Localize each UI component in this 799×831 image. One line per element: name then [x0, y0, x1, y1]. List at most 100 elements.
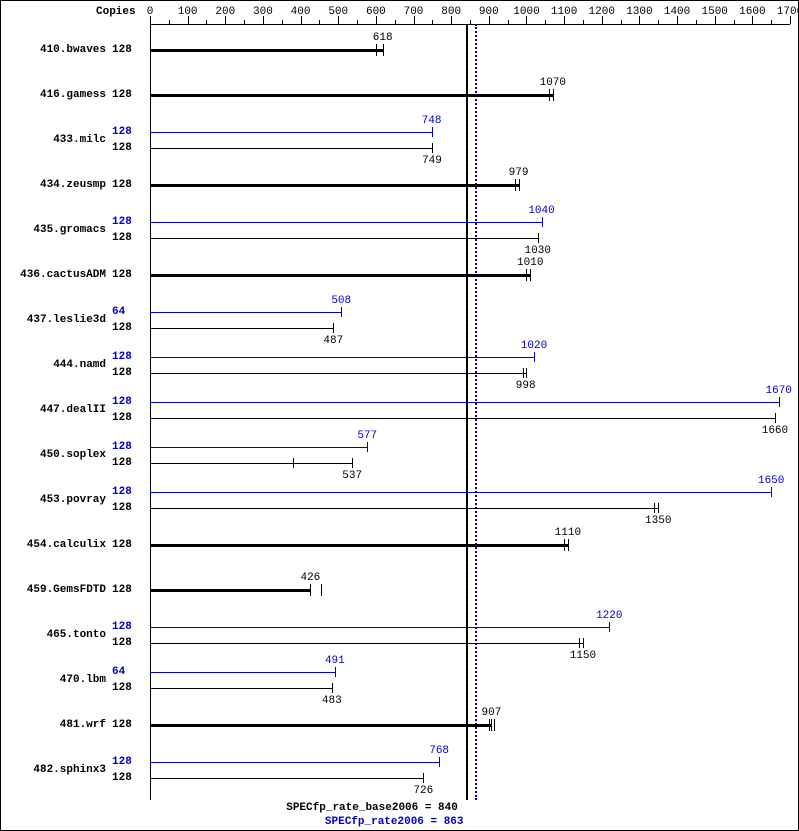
- val-base-436.cactusADM: 1010: [517, 257, 543, 269]
- axis-tick-300: 300: [253, 6, 273, 18]
- val-base-450.soplex: 537: [342, 470, 362, 482]
- axis-tick-200: 200: [215, 6, 235, 18]
- bench-416.gamess: 416.gamess: [0, 89, 106, 101]
- copies-base-410.bwaves: 128: [112, 44, 132, 56]
- axis-tick-700: 700: [404, 6, 424, 18]
- bar-peak-444.namd: [150, 357, 534, 358]
- bench-454.calculix: 454.calculix: [0, 539, 106, 551]
- bar-base-450.soplex: [150, 463, 352, 464]
- bar-peak-470.lbm: [150, 672, 335, 673]
- copies-base-470.lbm: 128: [112, 682, 132, 694]
- bench-436.cactusADM: 436.cactusADM: [0, 269, 106, 281]
- bench-481.wrf: 481.wrf: [0, 719, 106, 731]
- copies-base-482.sphinx3: 128: [112, 772, 132, 784]
- bar-base-434.zeusmp: [150, 184, 519, 187]
- bench-444.namd: 444.namd: [0, 359, 106, 371]
- axis-tick-1300: 1300: [626, 6, 652, 18]
- copies-base-459.GemsFDTD: 128: [112, 584, 132, 596]
- val-peak-447.dealII: 1670: [766, 385, 792, 397]
- val-base-410.bwaves: 618: [373, 32, 393, 44]
- val-peak-470.lbm: 491: [325, 655, 345, 667]
- bar-base-435.gromacs: [150, 238, 538, 239]
- axis-tick-1600: 1600: [739, 6, 765, 18]
- bench-470.lbm: 470.lbm: [0, 674, 106, 686]
- val-base-447.dealII: 1660: [762, 425, 788, 437]
- val-base-433.milc: 749: [422, 155, 442, 167]
- copies-peak-437.leslie3d: 64: [112, 306, 125, 318]
- bar-peak-447.dealII: [150, 402, 779, 403]
- copies-peak-435.gromacs: 128: [112, 216, 132, 228]
- copies-base-433.milc: 128: [112, 142, 132, 154]
- bar-base-447.dealII: [150, 418, 775, 419]
- axis-tick-1000: 1000: [513, 6, 539, 18]
- copies-base-454.calculix: 128: [112, 539, 132, 551]
- bar-base-454.calculix: [150, 544, 568, 547]
- copies-peak-482.sphinx3: 128: [112, 756, 132, 768]
- bar-base-465.tonto: [150, 643, 583, 644]
- val-peak-444.namd: 1020: [521, 340, 547, 352]
- val-base-434.zeusmp: 979: [509, 167, 529, 179]
- bench-465.tonto: 465.tonto: [0, 629, 106, 641]
- bar-peak-450.soplex: [150, 447, 367, 448]
- copies-peak-447.dealII: 128: [112, 396, 132, 408]
- bench-437.leslie3d: 437.leslie3d: [0, 314, 106, 326]
- bench-459.GemsFDTD: 459.GemsFDTD: [0, 584, 106, 596]
- bar-base-481.wrf: [150, 724, 491, 727]
- bar-base-410.bwaves: [150, 49, 383, 52]
- copies-peak-450.soplex: 128: [112, 441, 132, 453]
- bench-482.sphinx3: 482.sphinx3: [0, 764, 106, 776]
- bar-peak-433.milc: [150, 132, 432, 133]
- bench-447.dealII: 447.dealII: [0, 404, 106, 416]
- copies-base-437.leslie3d: 128: [112, 322, 132, 334]
- axis-tick-0: 0: [147, 6, 154, 18]
- axis-tick-1400: 1400: [664, 6, 690, 18]
- val-base-454.calculix: 1110: [555, 527, 581, 539]
- axis-title-copies: Copies: [96, 6, 136, 18]
- val-base-481.wrf: 907: [482, 707, 502, 719]
- bar-base-470.lbm: [150, 688, 332, 689]
- val-peak-453.povray: 1650: [758, 475, 784, 487]
- val-peak-435.gromacs: 1040: [528, 205, 554, 217]
- ref-label-peak: SPECfp_rate2006 = 863: [325, 816, 464, 828]
- val-base-465.tonto: 1150: [570, 650, 596, 662]
- val-peak-437.leslie3d: 508: [331, 295, 351, 307]
- bar-peak-435.gromacs: [150, 222, 542, 223]
- val-peak-465.tonto: 1220: [596, 610, 622, 622]
- copies-peak-453.povray: 128: [112, 486, 132, 498]
- bench-453.povray: 453.povray: [0, 494, 106, 506]
- copies-peak-433.milc: 128: [112, 126, 132, 138]
- val-base-459.GemsFDTD: 426: [300, 572, 320, 584]
- axis-tick-1500: 1500: [702, 6, 728, 18]
- bench-450.soplex: 450.soplex: [0, 449, 106, 461]
- bar-base-416.gamess: [150, 94, 553, 97]
- copies-peak-470.lbm: 64: [112, 666, 125, 678]
- bar-peak-482.sphinx3: [150, 762, 439, 763]
- copies-base-450.soplex: 128: [112, 457, 132, 469]
- copies-base-416.gamess: 128: [112, 89, 132, 101]
- bar-base-482.sphinx3: [150, 778, 423, 779]
- copies-base-465.tonto: 128: [112, 637, 132, 649]
- copies-base-447.dealII: 128: [112, 412, 132, 424]
- ref-label-base: SPECfp_rate_base2006 = 840: [286, 802, 458, 814]
- bar-base-433.milc: [150, 148, 432, 149]
- axis-tick-600: 600: [366, 6, 386, 18]
- val-peak-482.sphinx3: 768: [429, 745, 449, 757]
- bar-base-453.povray: [150, 508, 658, 509]
- copies-base-453.povray: 128: [112, 502, 132, 514]
- bench-410.bwaves: 410.bwaves: [0, 44, 106, 56]
- bench-435.gromacs: 435.gromacs: [0, 224, 106, 236]
- axis-tick-100: 100: [178, 6, 198, 18]
- bar-base-437.leslie3d: [150, 328, 333, 329]
- axis-tick-1100: 1100: [551, 6, 577, 18]
- val-base-482.sphinx3: 726: [413, 785, 433, 797]
- ref-line-base: [466, 24, 468, 800]
- copies-base-434.zeusmp: 128: [112, 179, 132, 191]
- spec-fp-rate-chart: Copies0100200300400500600700800900100011…: [0, 0, 799, 831]
- val-base-416.gamess: 1070: [540, 77, 566, 89]
- copies-base-481.wrf: 128: [112, 719, 132, 731]
- bar-base-444.namd: [150, 373, 526, 374]
- val-base-444.namd: 998: [516, 380, 536, 392]
- copies-base-435.gromacs: 128: [112, 232, 132, 244]
- val-base-453.povray: 1350: [645, 515, 671, 527]
- val-base-435.gromacs: 1030: [525, 245, 551, 257]
